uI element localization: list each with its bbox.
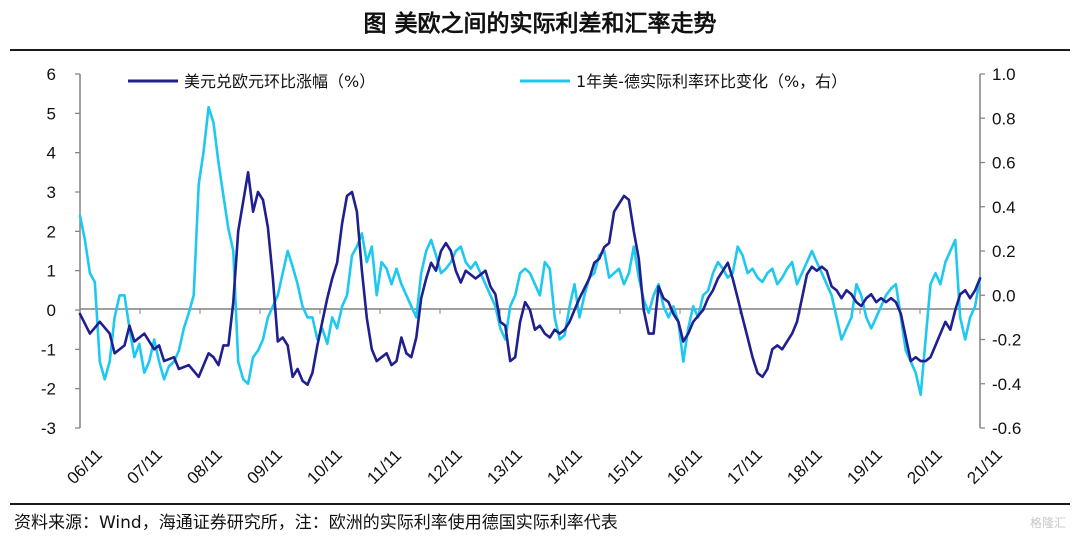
title-rule xyxy=(10,49,1070,51)
x-tick-label: 20/11 xyxy=(903,445,946,488)
chart-title: 图 美欧之间的实际利差和汇率走势 xyxy=(363,10,717,37)
y-left-tick-label: 2 xyxy=(47,222,56,241)
y-left-tick-label: 4 xyxy=(47,144,56,163)
x-tick-label: 13/11 xyxy=(483,445,526,488)
y-left-tick-label: 0 xyxy=(47,301,56,320)
y-left-tick-label: -1 xyxy=(41,340,56,359)
x-tick-label: 18/11 xyxy=(783,445,826,488)
x-tick-label: 14/11 xyxy=(543,445,586,488)
x-tick-label: 06/11 xyxy=(63,445,106,488)
legend-label-series-1: 美元兑欧元环比涨幅（%） xyxy=(184,72,375,91)
y-right-tick-label: 0.6 xyxy=(992,154,1016,173)
x-tick-label: 21/11 xyxy=(963,445,1006,488)
y-left-tick-label: 1 xyxy=(47,262,56,281)
series-line-real-rate-diff xyxy=(78,105,982,397)
x-tick-label: 12/11 xyxy=(423,445,466,488)
x-tick-label: 10/11 xyxy=(303,445,346,488)
x-tick-label: 08/11 xyxy=(183,445,226,488)
watermark: 格隆汇 xyxy=(1029,516,1066,530)
y-left-tick-label: 3 xyxy=(47,183,56,202)
x-tick-label: 19/11 xyxy=(843,445,886,488)
y-right-tick-label: 0.4 xyxy=(992,198,1016,217)
line-chart: 6 5 4 3 2 1 0 -1 -2 -3 1.0 0.8 0.6 0.4 0.2 0.0 -0.2 -0.4 -… xyxy=(41,65,1021,488)
x-tick-label: 15/11 xyxy=(603,445,646,488)
x-tick-label: 17/11 xyxy=(723,445,766,488)
y-right-tick-label: -0.4 xyxy=(992,375,1021,394)
y-left-tick-label: 6 xyxy=(47,65,56,84)
x-tick-label: 09/11 xyxy=(243,445,286,488)
y-left-tick-label: -2 xyxy=(41,380,56,399)
x-tick-label: 16/11 xyxy=(663,445,706,488)
legend: 美元兑欧元环比涨幅（%） 1年美-德实际利率环比变化（%，右） xyxy=(128,72,847,91)
y-right-tick-label: -0.2 xyxy=(992,331,1021,350)
source-note: 资料来源：Wind，海通证券研究所，注：欧洲的实际利率使用德国实际利率代表 xyxy=(14,513,618,533)
series-layer xyxy=(78,105,982,397)
legend-label-series-2: 1年美-德实际利率环比变化（%，右） xyxy=(576,72,847,91)
source-rule xyxy=(10,503,1070,505)
series-line-usd-eur xyxy=(78,171,982,386)
y-right-tick-label: 1.0 xyxy=(992,65,1016,84)
y-left-tick-label: 5 xyxy=(47,104,56,123)
y-right-tick-label: -0.6 xyxy=(992,419,1021,438)
y-right-tick-label: 0.0 xyxy=(992,286,1016,305)
x-tick-label: 11/11 xyxy=(363,446,405,488)
y-left-tick-label: -3 xyxy=(41,419,56,438)
y-right-tick-label: 0.8 xyxy=(992,109,1016,128)
y-right-tick-label: 0.2 xyxy=(992,242,1016,261)
x-tick-label: 07/11 xyxy=(123,445,166,488)
